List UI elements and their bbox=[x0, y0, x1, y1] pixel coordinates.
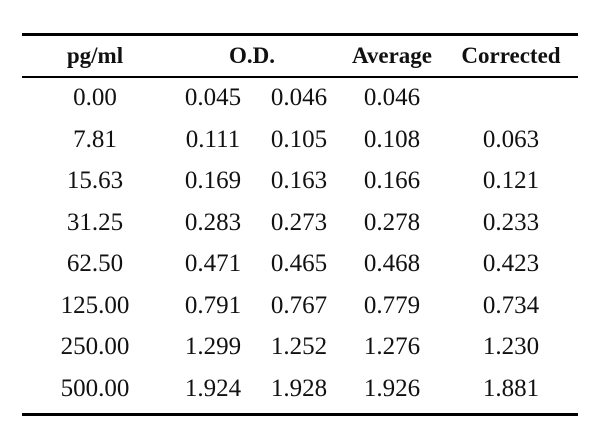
cell-pg-ml: 0.00 bbox=[73, 84, 117, 112]
table-row: 250.00 1.299 1.252 1.276 1.230 bbox=[22, 327, 578, 369]
cell-average: 0.108 bbox=[363, 125, 421, 153]
cell-average: 1.926 bbox=[363, 374, 421, 402]
cell-od-2: 1.928 bbox=[270, 374, 328, 402]
table-header-rule bbox=[22, 76, 578, 78]
cell-od-1: 1.924 bbox=[184, 374, 242, 402]
cell-od-2: 0.105 bbox=[270, 125, 328, 153]
cell-average: 0.468 bbox=[363, 250, 421, 278]
cell-od-1: 0.471 bbox=[184, 250, 242, 278]
table-row: 62.50 0.471 0.465 0.468 0.423 bbox=[22, 244, 578, 286]
table-row: 500.00 1.924 1.928 1.926 1.881 bbox=[22, 368, 578, 410]
cell-od-2: 0.465 bbox=[270, 250, 328, 278]
table-bottom-rule bbox=[22, 412, 578, 416]
cell-average: 0.278 bbox=[363, 208, 421, 236]
cell-od-2: 0.767 bbox=[270, 291, 328, 319]
cell-od-1: 0.283 bbox=[184, 208, 242, 236]
cell-od-1: 0.791 bbox=[184, 291, 242, 319]
cell-average: 1.276 bbox=[363, 333, 421, 361]
cell-corrected: 0.734 bbox=[482, 291, 540, 319]
table-header-row: pg/ml O.D. Average Corrected bbox=[22, 36, 578, 76]
cell-corrected: 1.881 bbox=[482, 374, 540, 402]
table-row: 7.81 0.111 0.105 0.108 0.063 bbox=[22, 119, 578, 161]
cell-corrected: 0.423 bbox=[482, 250, 540, 278]
cell-od-1: 0.111 bbox=[185, 125, 241, 153]
header-od: O.D. bbox=[229, 43, 275, 68]
cell-od-1: 1.299 bbox=[184, 333, 242, 361]
cell-corrected: 1.230 bbox=[482, 333, 540, 361]
cell-od-1: 0.045 bbox=[184, 84, 242, 112]
cell-od-2: 1.252 bbox=[270, 333, 328, 361]
cell-pg-ml: 62.50 bbox=[66, 250, 124, 278]
cell-pg-ml: 7.81 bbox=[73, 125, 117, 153]
header-corrected: Corrected bbox=[461, 43, 561, 68]
table-row: 31.25 0.283 0.273 0.278 0.233 bbox=[22, 202, 578, 244]
cell-pg-ml: 15.63 bbox=[66, 167, 124, 195]
table-row: 125.00 0.791 0.767 0.779 0.734 bbox=[22, 285, 578, 327]
cell-od-2: 0.273 bbox=[270, 208, 328, 236]
table-body: 0.00 0.045 0.046 0.046 7.81 0.111 0.105 … bbox=[22, 78, 578, 410]
cell-average: 0.166 bbox=[363, 167, 421, 195]
cell-corrected: 0.121 bbox=[482, 167, 540, 195]
cell-pg-ml: 125.00 bbox=[60, 291, 130, 319]
cell-corrected: 0.233 bbox=[482, 208, 540, 236]
table-row: 15.63 0.169 0.163 0.166 0.121 bbox=[22, 161, 578, 203]
cell-average: 0.046 bbox=[363, 84, 421, 112]
table-top-rule bbox=[22, 33, 578, 36]
cell-od-2: 0.163 bbox=[270, 167, 328, 195]
cell-pg-ml: 250.00 bbox=[60, 333, 130, 361]
cell-average: 0.779 bbox=[363, 291, 421, 319]
header-pg-ml: pg/ml bbox=[66, 43, 124, 68]
cell-od-2: 0.046 bbox=[270, 84, 328, 112]
cell-od-1: 0.169 bbox=[184, 167, 242, 195]
header-average: Average bbox=[351, 43, 433, 68]
table-row: 0.00 0.045 0.046 0.046 bbox=[22, 78, 578, 120]
cell-corrected: 0.063 bbox=[482, 125, 540, 153]
cell-corrected bbox=[444, 78, 578, 120]
cell-pg-ml: 500.00 bbox=[60, 374, 130, 402]
cell-pg-ml: 31.25 bbox=[66, 208, 124, 236]
standard-curve-table: pg/ml O.D. Average Corrected 0.00 0.045 … bbox=[22, 33, 578, 416]
